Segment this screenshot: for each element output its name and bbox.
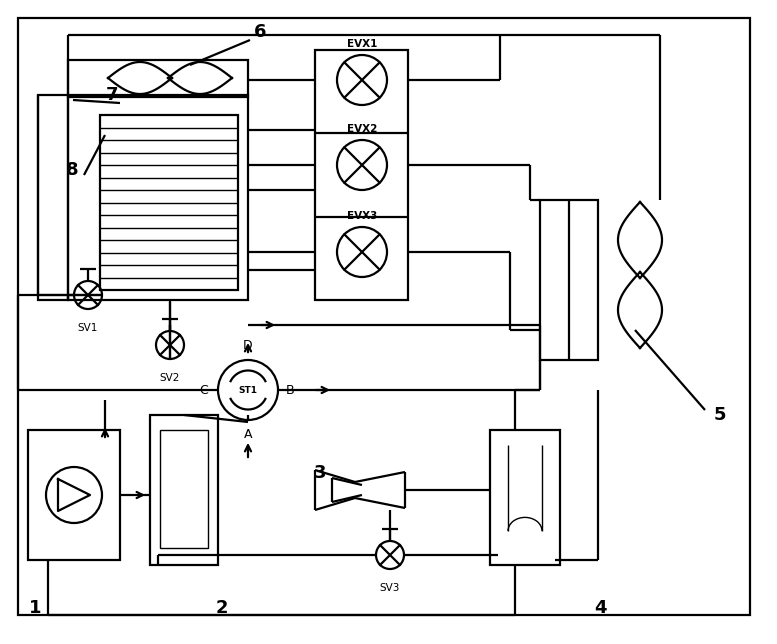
Text: 8: 8 [66, 161, 78, 179]
Text: SV3: SV3 [380, 583, 400, 593]
Text: 1: 1 [29, 599, 41, 617]
Text: 3: 3 [314, 464, 326, 482]
Text: 5: 5 [714, 406, 726, 424]
Text: EVX1: EVX1 [347, 39, 377, 49]
Text: SV1: SV1 [78, 323, 98, 333]
Text: D: D [243, 339, 253, 352]
Bar [150, 415, 218, 565]
Text: B: B [286, 383, 294, 397]
Text: A: A [244, 428, 253, 441]
Text: C: C [199, 383, 208, 397]
Text: EVX3: EVX3 [347, 211, 377, 221]
Text: 7: 7 [106, 86, 118, 104]
Bar [68, 95, 248, 300]
Bar [490, 430, 560, 565]
Text: 4: 4 [594, 599, 606, 617]
Text: 6: 6 [254, 23, 267, 41]
Bar [68, 60, 248, 97]
Text: EVX2: EVX2 [347, 124, 377, 134]
Bar [160, 430, 208, 548]
Bar [38, 95, 68, 300]
Bar [540, 200, 598, 360]
Text: SV2: SV2 [160, 373, 180, 383]
Text: 2: 2 [216, 599, 228, 617]
Bar [100, 115, 238, 290]
Bar [315, 50, 408, 300]
Bar [28, 430, 120, 560]
Text: ST1: ST1 [239, 386, 257, 395]
